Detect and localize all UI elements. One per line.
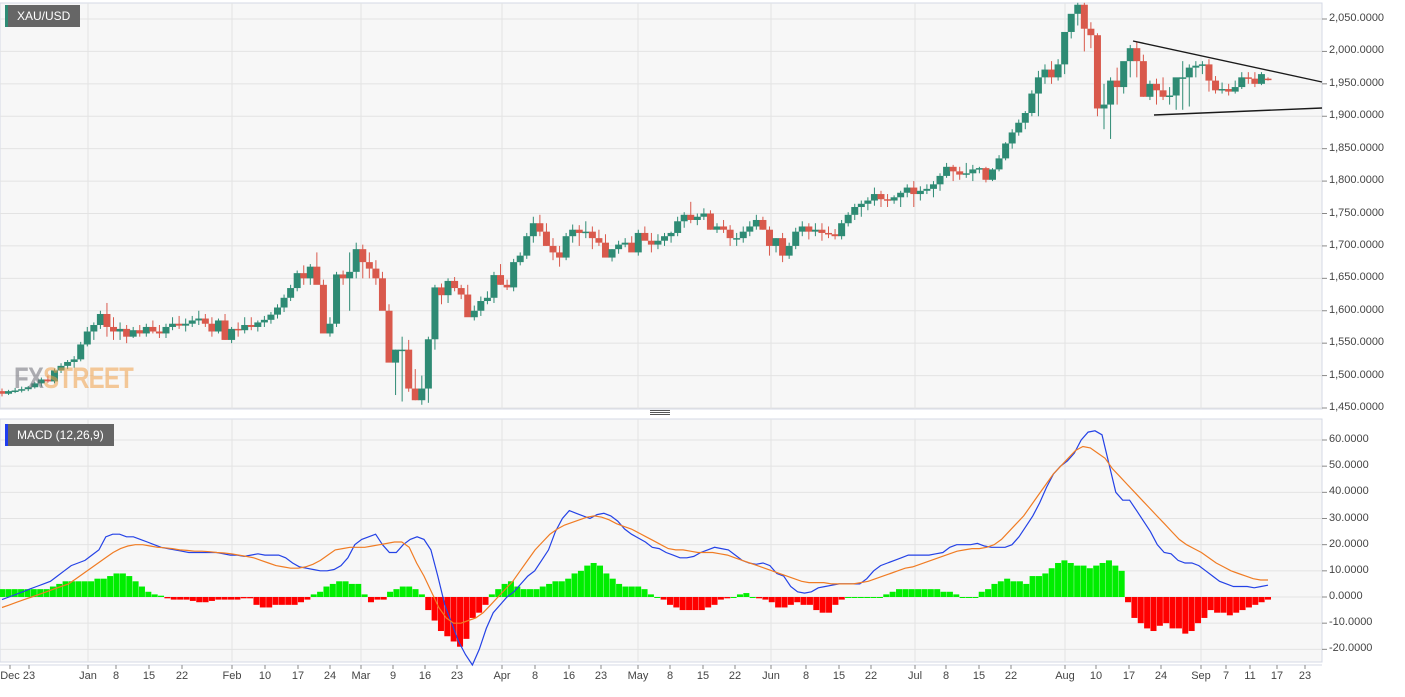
time-tick-label: 15 xyxy=(142,670,156,682)
indicator-label[interactable]: MACD (12,26,9) xyxy=(5,424,114,446)
time-tick-label: 17 xyxy=(1122,670,1136,682)
macd-tick-label: 50.0000 xyxy=(1329,459,1369,472)
macd-tick-label: 30.0000 xyxy=(1329,511,1369,524)
macd-tick-label: 10.0000 xyxy=(1329,563,1369,576)
time-tick-label: 10 xyxy=(258,670,272,682)
time-tick-label: Dec xyxy=(0,670,20,682)
time-tick-label: Jun xyxy=(762,670,780,682)
signal-line xyxy=(1,445,1268,624)
watermark-street: STREET xyxy=(43,362,134,395)
price-tick-label: 1,950.0000 xyxy=(1329,76,1385,89)
time-tick-label: Jan xyxy=(79,670,97,682)
time-tick-label: 8 xyxy=(112,670,120,682)
time-tick-label: 8 xyxy=(531,670,539,682)
price-tick-label: 1,650.0000 xyxy=(1329,271,1385,284)
macd-pane[interactable] xyxy=(0,418,1323,663)
price-tick-label: 1,550.0000 xyxy=(1329,336,1385,349)
instrument-label-text: XAU/USD xyxy=(17,9,71,23)
price-tick-label: 2,050.0000 xyxy=(1329,12,1385,24)
time-tick-label: 22 xyxy=(175,670,189,682)
time-tick-label: 24 xyxy=(323,670,337,682)
price-tick-label: 1,900.0000 xyxy=(1329,109,1385,122)
time-tick-label: 22 xyxy=(864,670,878,682)
fxstreet-watermark: FXSTREET xyxy=(14,362,134,396)
price-tick-label: 1,450.0000 xyxy=(1329,401,1385,413)
time-tick-label: 23 xyxy=(450,670,464,682)
time-tick-label: 23 xyxy=(1298,670,1312,682)
macd-tick-label: 0.0000 xyxy=(1329,590,1363,602)
time-tick-label: 8 xyxy=(802,670,810,682)
price-tick-label: 2,000.0000 xyxy=(1329,44,1385,57)
time-tick-label: 10 xyxy=(1089,670,1103,682)
time-tick-label: Apr xyxy=(493,670,511,682)
time-tick-label: 11 xyxy=(1244,670,1256,682)
macd-tick-label: 40.0000 xyxy=(1329,485,1369,498)
descending-trendline[interactable] xyxy=(1132,40,1323,83)
macd-histogram xyxy=(0,560,1271,647)
time-tick-label: 23 xyxy=(594,670,608,682)
watermark-fx: FX xyxy=(14,362,44,395)
time-tick-label: Mar xyxy=(351,670,371,682)
time-tick-label: 8 xyxy=(666,670,674,682)
instrument-label[interactable]: XAU/USD xyxy=(5,5,81,27)
time-tick-label: 7 xyxy=(1222,670,1230,682)
price-tick-label: 1,500.0000 xyxy=(1329,368,1385,381)
time-tick-label: 15 xyxy=(696,670,710,682)
price-tick-label: 1,700.0000 xyxy=(1329,238,1385,251)
time-tick-label: 15 xyxy=(972,670,986,682)
time-tick-label: 16 xyxy=(418,670,432,682)
macd-tick-label: 60.0000 xyxy=(1329,433,1369,445)
time-tick-label: 15 xyxy=(832,670,846,682)
indicator-accent xyxy=(5,424,8,446)
price-tick-label: 1,750.0000 xyxy=(1329,206,1385,219)
time-tick-label: 17 xyxy=(291,670,305,682)
time-tick-label: 23 xyxy=(22,670,36,682)
ascending-trendline[interactable] xyxy=(1153,107,1323,116)
time-tick-label: 17 xyxy=(1270,670,1284,682)
time-tick-label: May xyxy=(627,670,649,682)
time-tick-label: 8 xyxy=(942,670,950,682)
indicator-label-text: MACD (12,26,9) xyxy=(17,428,104,442)
candles xyxy=(0,2,1272,405)
time-tick-label: 22 xyxy=(1004,670,1018,682)
macd-tick-label: 20.0000 xyxy=(1329,537,1369,550)
macd-tick-label: -20.0000 xyxy=(1329,642,1373,655)
time-tick-label: Feb xyxy=(222,670,242,682)
pane-resize-handle[interactable] xyxy=(650,409,670,417)
time-tick-label: 9 xyxy=(389,670,397,682)
time-tick-label: 24 xyxy=(1154,670,1168,682)
price-pane[interactable] xyxy=(0,2,1323,410)
price-tick-label: 1,850.0000 xyxy=(1329,141,1385,154)
time-tick-label: Aug xyxy=(1055,670,1075,682)
time-tick-label: 22 xyxy=(728,670,742,682)
instrument-accent xyxy=(5,5,8,27)
price-tick-label: 1,800.0000 xyxy=(1329,174,1385,187)
time-tick-label: 16 xyxy=(562,670,576,682)
price-tick-label: 1,600.0000 xyxy=(1329,303,1385,316)
time-tick-label: Jul xyxy=(907,670,923,682)
time-tick-label: Sep xyxy=(1191,670,1211,682)
macd-tick-label: -10.0000 xyxy=(1329,616,1373,629)
